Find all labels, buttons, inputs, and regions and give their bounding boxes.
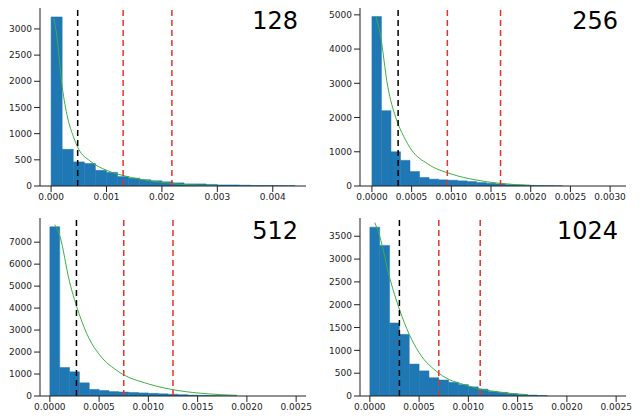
html-text:128: 128 [252, 7, 298, 35]
svg-text:0.0005: 0.0005 [403, 402, 435, 412]
svg-text:7000: 7000 [9, 237, 32, 247]
svg-text:0: 0 [26, 391, 32, 401]
svg-text:0: 0 [346, 391, 352, 401]
svg-text:0.0000: 0.0000 [354, 402, 386, 412]
svg-text:1000: 1000 [329, 346, 352, 356]
svg-text:0.0015: 0.0015 [502, 402, 534, 412]
svg-text:1000: 1000 [9, 369, 32, 379]
svg-text:0: 0 [346, 181, 352, 191]
svg-text:0.0005: 0.0005 [396, 192, 428, 202]
svg-text:5000: 5000 [9, 281, 32, 291]
svg-text:2000: 2000 [9, 76, 32, 86]
html-text:256: 256 [572, 7, 618, 35]
svg-text:2000: 2000 [329, 113, 352, 123]
svg-text:0.0010: 0.0010 [436, 192, 468, 202]
svg-text:2000: 2000 [9, 347, 32, 357]
svg-text:0.0020: 0.0020 [551, 402, 583, 412]
svg-text:3500: 3500 [329, 231, 352, 241]
svg-text:1000: 1000 [9, 129, 32, 139]
svg-text:3000: 3000 [329, 254, 352, 264]
svg-text:0.0015: 0.0015 [475, 192, 507, 202]
svg-text:1500: 1500 [9, 103, 32, 113]
svg-text:5000: 5000 [329, 10, 352, 20]
svg-text:0.0020: 0.0020 [231, 402, 263, 412]
svg-text:500: 500 [15, 155, 32, 165]
svg-text:0.0030: 0.0030 [594, 192, 626, 202]
svg-text:0.0025: 0.0025 [600, 402, 632, 412]
svg-text:500: 500 [335, 368, 352, 378]
svg-text:0.0025: 0.0025 [555, 192, 587, 202]
svg-text:2500: 2500 [329, 277, 352, 287]
html-text:1024: 1024 [556, 217, 618, 245]
svg-text:0.002: 0.002 [149, 192, 175, 202]
svg-text:1000: 1000 [329, 147, 352, 157]
svg-text:0.001: 0.001 [94, 192, 120, 202]
svg-text:0.0000: 0.0000 [356, 192, 388, 202]
svg-text:0.0010: 0.0010 [133, 402, 165, 412]
svg-text:0.0010: 0.0010 [453, 402, 485, 412]
svg-text:0.0025: 0.0025 [280, 402, 312, 412]
svg-text:3000: 3000 [329, 79, 352, 89]
svg-text:0.003: 0.003 [204, 192, 230, 202]
svg-text:0.0020: 0.0020 [515, 192, 547, 202]
svg-text:0.004: 0.004 [260, 192, 286, 202]
svg-text:2000: 2000 [329, 300, 352, 310]
svg-text:1500: 1500 [329, 323, 352, 333]
svg-text:2500: 2500 [9, 50, 32, 60]
svg-text:0.000: 0.000 [38, 192, 64, 202]
svg-text:4000: 4000 [9, 303, 32, 313]
svg-text:0.0015: 0.0015 [182, 402, 214, 412]
svg-text:3000: 3000 [9, 325, 32, 335]
svg-text:0: 0 [26, 181, 32, 191]
svg-text:3000: 3000 [9, 24, 32, 34]
svg-text:4000: 4000 [329, 44, 352, 54]
html-text:512: 512 [252, 217, 298, 245]
svg-text:6000: 6000 [9, 259, 32, 269]
svg-text:0.0005: 0.0005 [83, 402, 115, 412]
svg-text:0.0000: 0.0000 [34, 402, 66, 412]
